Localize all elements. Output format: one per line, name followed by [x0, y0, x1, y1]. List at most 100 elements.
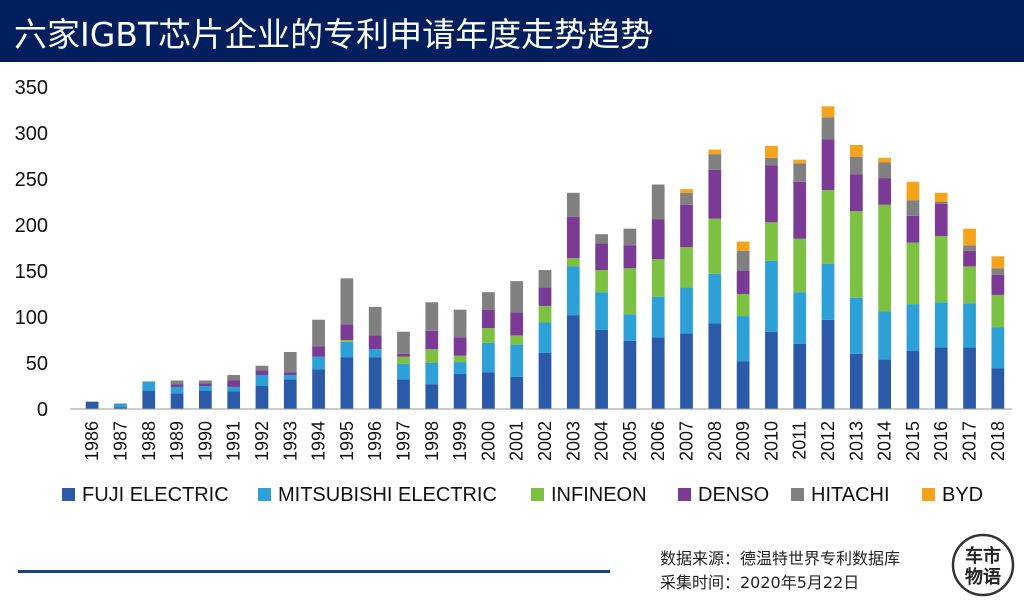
- bar-segment: [906, 304, 920, 352]
- bar-segment: [623, 245, 637, 269]
- bar-segment: [114, 403, 127, 408]
- bar-segment: [510, 376, 524, 409]
- bar-segment: [963, 266, 976, 304]
- date-text: 采集时间：2020年5月22日: [660, 573, 860, 592]
- bar-segment: [934, 203, 948, 237]
- y-tick-label: 150: [15, 261, 48, 283]
- y-tick-label: 300: [15, 123, 48, 145]
- bar-segment: [963, 303, 976, 348]
- bar-segment: [482, 372, 495, 409]
- bar-segment: [736, 294, 750, 317]
- bar-segment: [482, 342, 495, 373]
- y-tick-label: 350: [15, 77, 48, 99]
- bar-segment: [510, 335, 524, 345]
- page-title: 六家IGBT芯片企业的专利申请年度走势趋势: [14, 15, 654, 54]
- bar-segment: [708, 169, 722, 219]
- bar-segment: [680, 189, 693, 193]
- bar-segment: [368, 335, 382, 350]
- bar-segment: [821, 190, 835, 264]
- bar-segment: [849, 297, 863, 354]
- legend-label: INFINEON: [551, 484, 647, 506]
- bar-segment: [963, 347, 976, 409]
- bar-segment: [680, 204, 693, 248]
- x-tick-label: 2002: [535, 421, 555, 461]
- legend-swatch: [258, 488, 271, 501]
- source-note: 数据来源：德温特世界专利数据库 采集时间：2020年5月22日: [660, 547, 900, 595]
- bar-segment: [906, 242, 920, 305]
- bar-segment: [340, 324, 354, 340]
- bar-segment: [340, 340, 354, 342]
- x-tick-label: 2018: [988, 421, 1008, 461]
- bar-segment: [934, 192, 948, 202]
- x-tick-label: 2015: [903, 421, 923, 461]
- bar-segment: [708, 273, 722, 324]
- source-text: 数据来源：德温特世界专利数据库: [660, 549, 901, 568]
- bar-segment: [170, 384, 184, 387]
- bar-segment: [821, 139, 835, 191]
- x-tick-label: 1987: [110, 421, 130, 461]
- legend-label: HITACHI: [811, 484, 890, 506]
- bar-segment: [849, 211, 863, 298]
- bar-segment: [595, 243, 608, 271]
- bar-segment: [312, 369, 325, 409]
- bar-segment: [283, 379, 297, 409]
- x-tick-label: 2004: [592, 421, 612, 461]
- x-tick-label: 1991: [224, 421, 244, 461]
- bar-segment: [878, 204, 892, 312]
- bar-segment: [821, 263, 835, 320]
- bar-segment: [736, 271, 750, 294]
- bar-segment: [312, 346, 325, 357]
- bar-segment: [538, 287, 552, 306]
- x-tick-label: 1994: [309, 421, 329, 461]
- bar-segment: [482, 328, 495, 343]
- bar-segment: [595, 329, 608, 409]
- bar-segment: [849, 144, 863, 157]
- x-tick-label: 2007: [677, 421, 697, 461]
- bar-segment: [708, 218, 722, 274]
- bar-segment: [227, 391, 241, 409]
- bar-segment: [906, 200, 920, 216]
- bar-segment: [906, 215, 920, 243]
- bar-segment: [170, 380, 184, 385]
- x-tick-label: 1993: [280, 421, 300, 461]
- bar-segment: [538, 305, 552, 323]
- bar-segment: [170, 393, 184, 409]
- bar-segment: [765, 260, 778, 332]
- bar-segment: [793, 181, 807, 239]
- bar-segment: [340, 357, 354, 409]
- legend: FUJI ELECTRIC MITSUBISHI ELECTRIC INFINEON…: [62, 484, 983, 506]
- bar-segment: [227, 380, 241, 387]
- bar-segment: [142, 381, 156, 391]
- bar-segment: [198, 386, 212, 391]
- bar-segment: [85, 401, 99, 409]
- bar-segment: [963, 228, 976, 246]
- legend-swatch: [62, 488, 75, 501]
- bar-segment: [991, 268, 1005, 275]
- bar-segment: [849, 353, 863, 409]
- bar-segment: [906, 181, 920, 201]
- x-tick-label: 1996: [365, 421, 385, 461]
- bar-segment: [425, 330, 439, 350]
- x-tick-label: 1998: [422, 421, 442, 461]
- bar-segment: [482, 292, 495, 310]
- bar-segment: [963, 250, 976, 267]
- bar-segment: [255, 365, 269, 371]
- bar-segment: [793, 163, 807, 182]
- bar-segment: [198, 390, 212, 409]
- legend-swatch: [791, 488, 804, 501]
- bar-segment: [340, 278, 354, 325]
- bar-segment: [312, 356, 325, 370]
- bar-segment: [368, 306, 382, 336]
- x-tick-label: 1995: [337, 421, 357, 461]
- bar-segment: [708, 154, 722, 170]
- bar-segment: [793, 238, 807, 293]
- x-tick-label: 2013: [846, 421, 866, 461]
- x-tick-label: 2012: [818, 421, 838, 461]
- bar-segment: [680, 247, 693, 288]
- bar-segment: [340, 341, 354, 358]
- bar-segment: [114, 407, 127, 409]
- x-tick-label: 1990: [195, 421, 215, 461]
- bar-segment: [651, 337, 665, 409]
- logo-text-top: 车市: [965, 545, 1001, 567]
